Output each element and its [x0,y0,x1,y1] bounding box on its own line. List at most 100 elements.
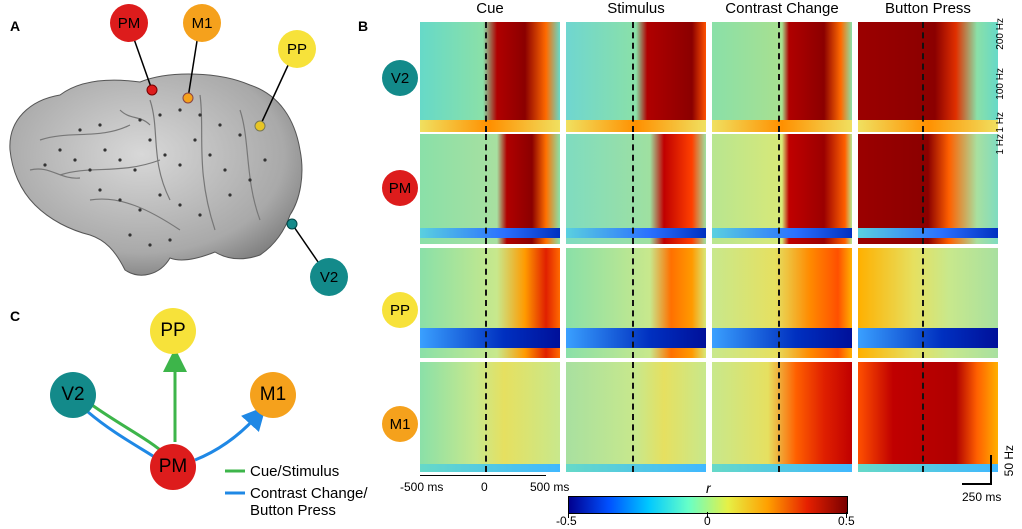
spectrogram-fill [566,134,706,244]
pp-node: PP [150,308,196,354]
spectrogram-pm-stimulus [566,134,706,244]
colorbar-max-label: 0.5 [838,514,855,528]
low-frequency-band [566,228,706,238]
brain-sulci [29,94,261,231]
electrode-grid [43,108,267,247]
low-frequency-band [858,228,998,238]
spectrogram-fill [858,134,998,244]
event-onset-line [922,22,924,132]
v2-bubble: V2 [310,258,348,296]
colorbar-min-label: -0.5 [556,514,577,528]
low-frequency-band [566,464,706,472]
panel-label-b: B [358,18,369,34]
spectrogram-fill [712,22,852,132]
time-axis-line [420,475,546,476]
pm-bubble: PM [110,4,148,42]
row-label-m1: M1 [382,406,418,442]
col-title-cue: Cue [476,0,504,17]
row-label-pm: PM [382,170,418,206]
m1-electrode [182,92,194,104]
spectrogram-m1-contrast-change [712,362,852,472]
spectrogram-v2-stimulus [566,22,706,132]
v2-pm-green-edge [91,403,168,457]
spectrogram-m1-stimulus [566,362,706,472]
row-label-v2: V2 [382,60,418,96]
event-onset-line [485,362,487,472]
col-title-button-press: Button Press [885,0,971,17]
event-onset-line [778,22,780,132]
spectrogram-pm-cue [420,134,560,244]
event-onset-line [632,134,634,244]
pm-node: PM [150,444,196,490]
spectrogram-fill [712,134,852,244]
spectrogram-v2-button-press [858,22,998,132]
colorbar-tick-mid [707,512,708,518]
legend-green-label: Cue/Stimulus [250,463,340,480]
spectrogram-fill [712,362,852,472]
event-onset-line [485,134,487,244]
freq-bottom-label-row2: 1 Hz [995,134,1006,155]
spectrogram-fill [420,362,560,472]
low-frequency-band [566,328,706,348]
v2-pm-blue-edge [87,410,163,464]
spectrogram-pp-cue [420,248,560,358]
event-onset-line [922,134,924,244]
spectrogram-pm-button-press [858,134,998,244]
freq-mid-label: 100 Hz [995,68,1006,100]
pp-electrode [254,120,266,132]
colorbar-label: r [706,480,711,496]
time-label-left: -500 ms [400,480,444,494]
event-onset-line [922,362,924,472]
low-frequency-band [420,328,560,348]
event-onset-line [485,22,487,132]
low-frequency-band [712,120,852,132]
time-label-zero: 0 [481,480,488,494]
event-onset-line [778,134,780,244]
colorbar-tick-min [568,512,569,518]
spectrogram-fill [566,22,706,132]
col-title-contrast-change: Contrast Change [725,0,839,17]
spectrogram-fill [566,362,706,472]
event-onset-line [632,22,634,132]
low-frequency-band [712,228,852,238]
colorbar-tick-max [846,512,847,518]
event-onset-line [632,248,634,358]
pp-bubble: PP [278,30,316,68]
low-frequency-band [712,464,852,472]
spectrogram-v2-contrast-change [712,22,852,132]
low-frequency-band [858,328,998,348]
m1-bubble: M1 [183,4,221,42]
pm-m1-edge [194,406,267,462]
v2-electrode [286,218,298,230]
event-onset-line [632,362,634,472]
col-title-stimulus: Stimulus [607,0,665,17]
spectrogram-fill [420,22,560,132]
spectrogram-m1-button-press [858,362,998,472]
event-onset-line [778,248,780,358]
event-onset-line [922,248,924,358]
spectrogram-pm-contrast-change [712,134,852,244]
spectrogram-pp-button-press [858,248,998,358]
legend-blue-label-1: Contrast Change/ [250,485,368,502]
low-frequency-band [712,328,852,348]
panel-label-c: C [10,308,21,324]
v2-node: V2 [50,372,96,418]
scale-bar-vertical [990,455,992,485]
scale-bar-horizontal [962,483,992,485]
pm-electrode [146,84,158,96]
spectrogram-pp-stimulus [566,248,706,358]
brain-surface [9,73,303,276]
low-frequency-band [858,464,998,472]
spectrogram-m1-cue [420,362,560,472]
row-label-pp: PP [382,292,418,328]
spectrogram-fill [420,134,560,244]
legend-blue-label-2: Button Press [250,502,336,519]
spectrogram-pp-contrast-change [712,248,852,358]
freq-top-label: 200 Hz [995,18,1006,50]
low-frequency-band [566,120,706,132]
low-frequency-band [420,228,560,238]
low-frequency-band [420,120,560,132]
scale-bar-freq-label: 50 Hz [1002,445,1016,477]
panel-label-a: A [10,18,21,34]
colorbar-mid-label: 0 [704,514,711,528]
